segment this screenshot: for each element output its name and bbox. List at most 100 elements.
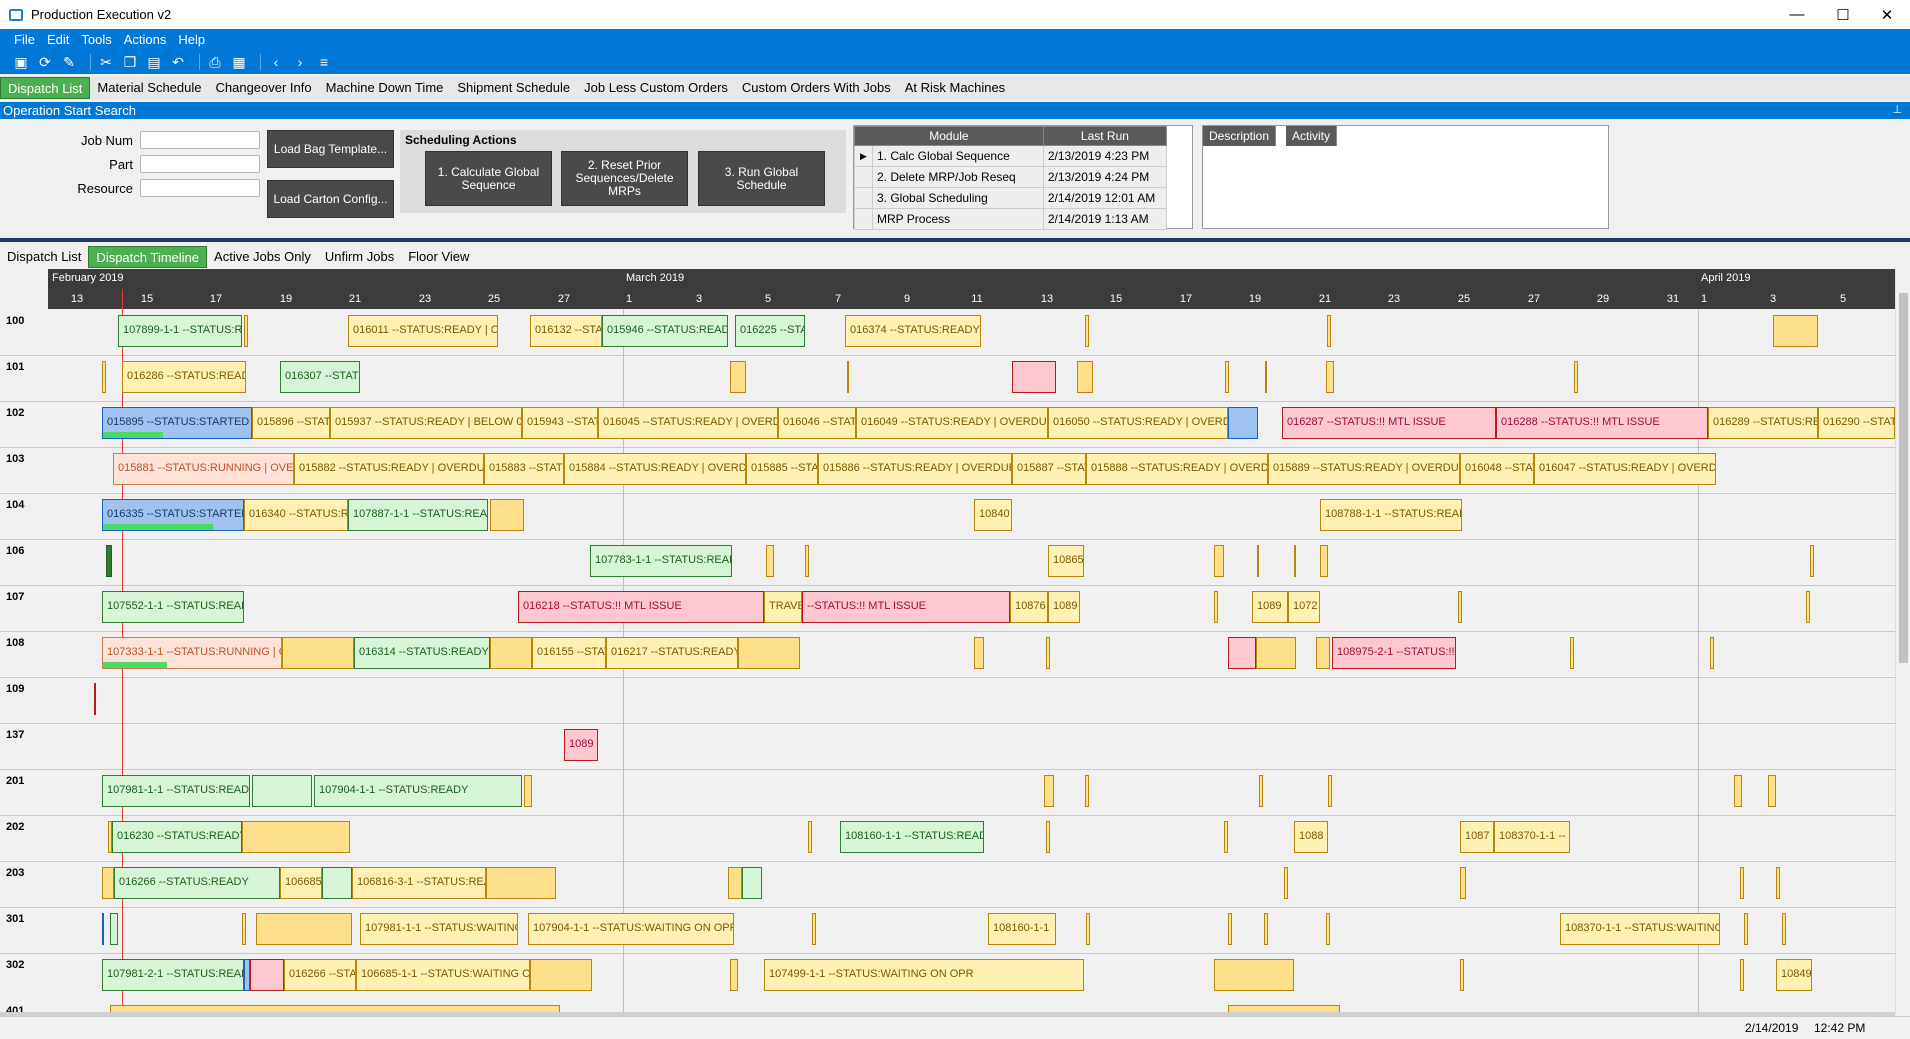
tab-changeover-info[interactable]: Changeover Info — [215, 80, 312, 95]
job-bar[interactable]: TRAVELE — [764, 591, 802, 623]
tab-custom-orders-with-jobs[interactable]: Custom Orders With Jobs — [741, 80, 891, 95]
job-bar[interactable]: 016050 --STATUS:READY | OVERDUE — [1048, 407, 1228, 439]
reset-prior-sequences-button[interactable]: 2. Reset Prior Sequences/Delete MRPs — [561, 151, 688, 206]
menu-edit[interactable]: Edit — [46, 32, 70, 47]
job-bar-small[interactable] — [1316, 637, 1330, 669]
job-bar-small[interactable] — [742, 867, 762, 899]
job-bar-small[interactable] — [256, 913, 352, 945]
job-bar[interactable]: 016048 --STATUS:READY — [1460, 453, 1534, 485]
job-bar[interactable]: 016266 --STATUS — [284, 959, 356, 991]
job-bar-small[interactable] — [1085, 315, 1089, 347]
job-bar-small[interactable] — [728, 867, 742, 899]
job-bar-small[interactable] — [110, 913, 118, 945]
job-bar-small[interactable] — [1046, 637, 1050, 669]
job-bar-small[interactable] — [974, 637, 984, 669]
job-bar-small[interactable] — [1740, 867, 1744, 899]
job-bar-small[interactable] — [1782, 913, 1786, 945]
job-bar[interactable]: 10849 — [1776, 959, 1812, 991]
job-bar-small[interactable] — [322, 867, 352, 899]
tab-at-risk-machines[interactable]: At Risk Machines — [904, 80, 1006, 95]
job-bar-small[interactable] — [1265, 361, 1267, 393]
panel-divider[interactable] — [0, 238, 1910, 242]
job-bar[interactable]: 1089 — [1048, 591, 1080, 623]
paste-icon[interactable]: ▤ — [147, 54, 161, 70]
job-bar[interactable]: 016046 --STATUS:READY — [778, 407, 856, 439]
cut-icon[interactable]: ✂ — [100, 54, 112, 70]
job-bar[interactable]: 016047 --STATUS:READY | OVERDUE — [1534, 453, 1716, 485]
job-bar[interactable]: 016287 --STATUS:!! MTL ISSUE — [1282, 407, 1496, 439]
pin-icon[interactable]: ⊥ — [1892, 104, 1902, 116]
job-bar[interactable]: 016225 --STATUS:READY — [735, 315, 805, 347]
job-bar-small[interactable] — [102, 867, 114, 899]
job-bar-small[interactable] — [1259, 775, 1263, 807]
vertical-scrollbar[interactable] — [1895, 269, 1910, 1014]
job-bar[interactable]: 016217 --STATUS:READY | — [606, 637, 738, 669]
job-bar-small[interactable] — [524, 775, 532, 807]
job-bar-small[interactable] — [250, 959, 284, 991]
job-bar[interactable]: 106685-1-1 --STATUS:WAITING ON — [356, 959, 530, 991]
forward-icon[interactable]: › — [297, 54, 303, 70]
job-bar[interactable]: 016132 --STATUS:READY — [530, 315, 602, 347]
job-bar[interactable]: 016307 --STATUS:READY — [280, 361, 360, 393]
menu-tools[interactable]: Tools — [81, 32, 112, 47]
job-bar[interactable]: 106816-3-1 --STATUS:READY — [352, 867, 486, 899]
horizontal-scrollbar[interactable] — [0, 1012, 1895, 1016]
refresh-icon[interactable]: ⟳ — [39, 54, 51, 70]
job-bar-small[interactable] — [106, 545, 112, 577]
job-bar[interactable]: 1072 — [1288, 591, 1320, 623]
tab-floor-view[interactable]: Floor View — [408, 249, 470, 264]
job-bar-small[interactable] — [490, 637, 532, 669]
job-bar[interactable]: 107887-1-1 --STATUS:READY — [348, 499, 488, 531]
job-bar[interactable]: 016045 --STATUS:READY | OVERDUE — [598, 407, 778, 439]
job-bar[interactable]: 015883 --STATUS:READY — [484, 453, 564, 485]
job-bar-small[interactable] — [805, 545, 809, 577]
job-bar-small[interactable] — [1776, 867, 1780, 899]
back-icon[interactable]: ‹ — [273, 54, 279, 70]
job-bar-small[interactable] — [1320, 545, 1328, 577]
job-bar-small[interactable] — [242, 913, 246, 945]
job-bar[interactable]: 1089 — [1252, 591, 1288, 623]
copy-icon[interactable]: ❐ — [123, 54, 137, 70]
job-bar[interactable]: 10840 — [974, 499, 1012, 531]
job-bar-small[interactable] — [1710, 637, 1714, 669]
job-bar[interactable]: 108788-1-1 --STATUS:READY — [1320, 499, 1462, 531]
job-bar-small[interactable] — [1225, 361, 1229, 393]
job-bar[interactable]: 107333-1-1 --STATUS:RUNNING | OVERDUE — [102, 637, 282, 669]
tab-unfirm-jobs[interactable]: Unfirm Jobs — [324, 249, 395, 264]
job-bar[interactable]: 016155 --STATUS:READY — [532, 637, 606, 669]
job-bar-small[interactable] — [730, 361, 746, 393]
job-bar[interactable]: 015882 --STATUS:READY | OVERDUE | — [294, 453, 484, 485]
job-bar-small[interactable] — [1256, 637, 1296, 669]
job-bar[interactable]: 107899-1-1 --STATUS:READY — [118, 315, 242, 347]
job-bar[interactable]: 016374 --STATUS:READY | — [845, 315, 981, 347]
menu-help[interactable]: Help — [178, 32, 206, 47]
job-bar-small[interactable] — [102, 361, 106, 393]
print-preview-icon[interactable]: ▦ — [232, 54, 246, 70]
tab-material-schedule[interactable]: Material Schedule — [97, 80, 202, 95]
job-bar-small[interactable] — [1294, 545, 1296, 577]
job-bar-small[interactable] — [808, 821, 812, 853]
table-row[interactable]: 3. Global Scheduling 2/14/2019 12:01 AM — [854, 187, 1168, 209]
job-bar-small[interactable] — [244, 959, 250, 991]
job-bar-small[interactable] — [282, 637, 354, 669]
job-bar-small[interactable] — [1327, 315, 1331, 347]
job-bar-small[interactable] — [486, 867, 556, 899]
job-bar-small[interactable] — [490, 499, 524, 531]
job-bar-small[interactable] — [244, 315, 248, 347]
column-header-module[interactable]: Module — [854, 126, 1044, 146]
job-bar-small[interactable] — [1012, 361, 1056, 393]
part-input[interactable] — [140, 155, 260, 173]
job-bar-small[interactable] — [1744, 913, 1748, 945]
job-bar[interactable]: 016335 --STATUS:STARTED — [102, 499, 244, 531]
job-bar-small[interactable] — [1740, 959, 1744, 991]
job-bar[interactable]: 016218 --STATUS:!! MTL ISSUE — [518, 591, 764, 623]
job-bar-small[interactable] — [1077, 361, 1093, 393]
job-bar-small[interactable] — [1806, 591, 1810, 623]
job-bar-small[interactable] — [766, 545, 774, 577]
job-bar-small[interactable] — [1214, 591, 1218, 623]
job-bar[interactable]: 107552-1-1 --STATUS:READY — [102, 591, 244, 623]
job-bar[interactable]: 1089 — [564, 729, 598, 761]
job-bar[interactable]: 016289 --STATUS:READY — [1708, 407, 1818, 439]
save-icon[interactable]: ▣ — [14, 54, 28, 70]
job-bar-small[interactable] — [1284, 867, 1288, 899]
